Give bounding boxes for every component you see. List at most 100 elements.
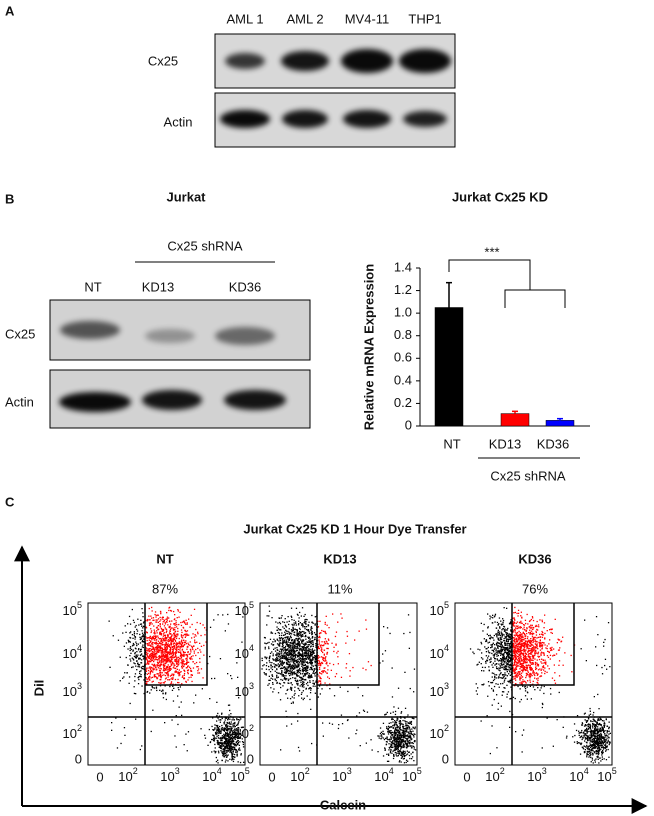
event-dot xyxy=(502,654,505,656)
event-dot xyxy=(150,689,152,691)
event-dot xyxy=(306,653,308,655)
bar xyxy=(500,413,530,427)
event-dot xyxy=(381,734,383,736)
event-dot xyxy=(409,727,411,729)
event-dot xyxy=(396,755,398,757)
event-dot xyxy=(382,653,384,655)
event-dot xyxy=(175,620,177,622)
event-dot xyxy=(162,618,164,620)
event-dot xyxy=(161,649,163,651)
event-dot xyxy=(232,717,234,719)
event-dot xyxy=(160,633,162,635)
event-dot xyxy=(230,744,232,746)
event-dot xyxy=(290,642,292,644)
event-dot xyxy=(398,752,401,754)
event-dot xyxy=(167,635,169,637)
event-dot xyxy=(134,638,136,640)
event-dot xyxy=(513,678,515,680)
event-dot xyxy=(309,648,311,651)
event-dot xyxy=(290,651,293,653)
event-dot xyxy=(302,682,304,684)
event-dot xyxy=(310,640,312,642)
event-dot xyxy=(153,660,155,663)
event-dot xyxy=(289,664,292,666)
event-dot xyxy=(150,652,153,655)
event-dot xyxy=(125,656,127,659)
event-dot xyxy=(274,632,277,635)
event-dot xyxy=(389,730,391,732)
event-dot xyxy=(156,659,158,661)
event-dot xyxy=(521,649,523,652)
event-dot xyxy=(290,689,293,691)
event-dot xyxy=(294,692,296,695)
event-dot xyxy=(228,721,230,723)
event-dot xyxy=(282,640,284,642)
event-dot xyxy=(181,648,184,650)
event-dot xyxy=(156,651,158,653)
event-dot xyxy=(193,702,195,704)
event-dot xyxy=(525,629,528,632)
event-dot xyxy=(289,646,291,648)
event-dot xyxy=(295,654,297,656)
event-dot xyxy=(503,656,505,658)
event-dot xyxy=(172,650,174,653)
event-dot xyxy=(285,675,287,677)
event-dot xyxy=(169,644,171,646)
event-dot xyxy=(161,650,163,652)
event-dot xyxy=(148,667,150,669)
event-dot xyxy=(241,738,243,740)
event-dot xyxy=(178,669,180,671)
event-dot xyxy=(401,741,404,743)
event-dot xyxy=(174,624,176,626)
event-dot xyxy=(181,649,183,651)
event-dot xyxy=(170,640,172,642)
event-dot xyxy=(173,642,175,644)
event-dot xyxy=(142,616,144,618)
flow-tick-label: 105 xyxy=(402,766,421,784)
event-dot xyxy=(134,675,136,678)
event-dot xyxy=(226,728,228,730)
event-dot xyxy=(154,631,156,633)
event-dot xyxy=(336,652,338,654)
event-dot xyxy=(331,642,333,644)
event-dot xyxy=(204,627,206,629)
event-dot xyxy=(510,630,512,632)
chart-title: Jurkat Cx25 KD xyxy=(452,189,548,204)
event-dot xyxy=(302,630,304,633)
event-dot xyxy=(303,644,306,646)
event-dot xyxy=(155,686,158,688)
event-dot xyxy=(518,657,520,660)
event-dot xyxy=(507,666,509,668)
event-dot xyxy=(159,660,161,663)
event-dot xyxy=(291,674,294,676)
event-dot xyxy=(324,630,326,633)
event-dot xyxy=(295,643,298,646)
event-dot xyxy=(291,654,293,657)
event-dot xyxy=(403,730,405,732)
event-dot xyxy=(289,688,292,690)
event-dot xyxy=(539,642,541,645)
event-dot xyxy=(283,621,286,624)
event-dot xyxy=(134,663,136,665)
event-dot xyxy=(494,621,496,623)
event-dot xyxy=(409,736,411,738)
event-dot xyxy=(279,651,281,653)
event-dot xyxy=(240,754,242,756)
event-dot xyxy=(554,672,556,674)
event-dot xyxy=(176,662,178,664)
event-dot xyxy=(383,733,385,735)
event-dot xyxy=(321,644,323,647)
event-dot xyxy=(288,654,291,656)
flow-tick-label: 104 xyxy=(235,643,254,661)
event-dot xyxy=(282,667,284,669)
event-dot xyxy=(324,660,326,662)
event-dot xyxy=(169,685,171,688)
event-dot xyxy=(552,655,554,657)
event-dot xyxy=(174,629,176,631)
event-dot xyxy=(291,672,294,675)
event-dot xyxy=(302,675,305,677)
event-dot xyxy=(504,677,506,680)
event-dot xyxy=(287,663,289,665)
event-dot xyxy=(192,655,194,657)
event-dot xyxy=(398,720,400,722)
